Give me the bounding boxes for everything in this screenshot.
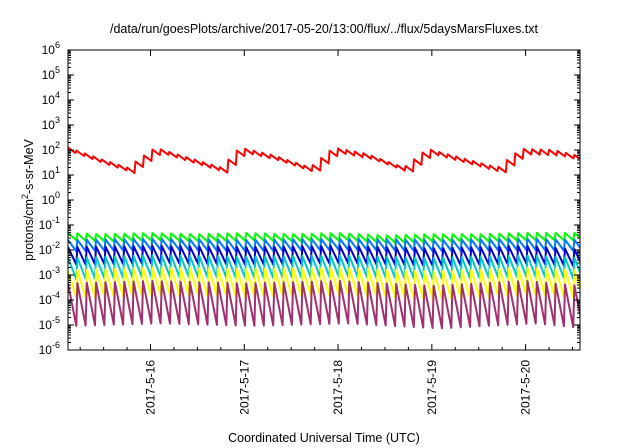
y-tick-label: 101: [42, 165, 60, 182]
y-tick-label: 104: [42, 90, 60, 107]
x-tick-label: 2017-5-17: [237, 360, 251, 415]
x-axis-label: Coordinated Universal Time (UTC): [228, 431, 420, 445]
y-tick-label: 10-4: [39, 290, 60, 307]
x-axis: 2017-5-16 2017-5-17 2017-5-18 2017-5-19 2017…: [79, 50, 573, 415]
y-tick-label: 100: [42, 190, 60, 207]
y-tick-label: 105: [42, 65, 60, 82]
y-tick-label: 10-3: [39, 265, 60, 282]
flux-series-line-0: [68, 146, 580, 174]
y-tick-label: 10-2: [39, 240, 60, 257]
flux-series-line-2: [68, 237, 580, 253]
flux-series-line-1: [68, 231, 580, 244]
x-tick-label: 2017-5-16: [144, 360, 158, 415]
flux-series-line-4: [68, 254, 580, 281]
y-tick-label: 10-6: [39, 340, 60, 357]
y-axis-label: protons/cm2-s-sr-MeV: [20, 138, 36, 260]
y-tick-label: 103: [42, 115, 60, 132]
y-tick-label: 106: [42, 40, 60, 57]
chart-title: /data/run/goesPlots/archive/2017-05-20/1…: [110, 22, 539, 36]
x-tick-label: 2017-5-19: [425, 360, 439, 415]
x-tick-label: 2017-5-18: [331, 360, 345, 415]
y-tick-label: 102: [42, 140, 60, 157]
y-tick-label: 10-1: [39, 215, 60, 232]
y-tick-label: 10-5: [39, 315, 60, 332]
y-axis: 10-6 10-5 10-4 10-3 10-2 10-1 100 101 102 103 104 1…: [39, 40, 580, 357]
x-tick-label: 2017-5-20: [519, 360, 533, 415]
flux-series-line-6: [68, 279, 580, 330]
